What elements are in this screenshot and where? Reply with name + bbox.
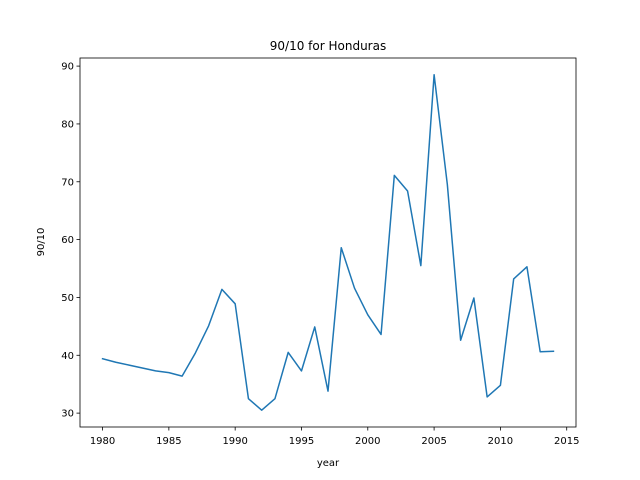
y-tick-label: 80 <box>61 119 74 130</box>
series-line <box>101 74 555 411</box>
x-tick-label: 2005 <box>421 436 446 447</box>
x-tick-label: 2000 <box>355 436 380 447</box>
y-tick-label: 70 <box>61 177 74 188</box>
plot-area <box>101 74 555 411</box>
plot-frame <box>79 57 577 428</box>
x-tick-label: 2015 <box>554 436 579 447</box>
x-tick-label: 1985 <box>156 436 181 447</box>
y-tick-label: 30 <box>61 409 74 420</box>
x-tick-label: 1980 <box>90 436 115 447</box>
x-tick-label: 2010 <box>488 436 513 447</box>
y-tick-label: 90 <box>61 62 74 73</box>
chart-title: 90/10 for Honduras <box>270 39 386 53</box>
y-tick-label: 60 <box>61 235 74 246</box>
y-tick-label: 40 <box>61 351 74 362</box>
x-tick-label: 1990 <box>222 436 247 447</box>
x-tick-label: 1995 <box>289 436 314 447</box>
y-tick-label: 50 <box>61 293 74 304</box>
y-axis-label: 90/10 <box>36 228 47 257</box>
x-axis-label: year <box>317 458 340 469</box>
